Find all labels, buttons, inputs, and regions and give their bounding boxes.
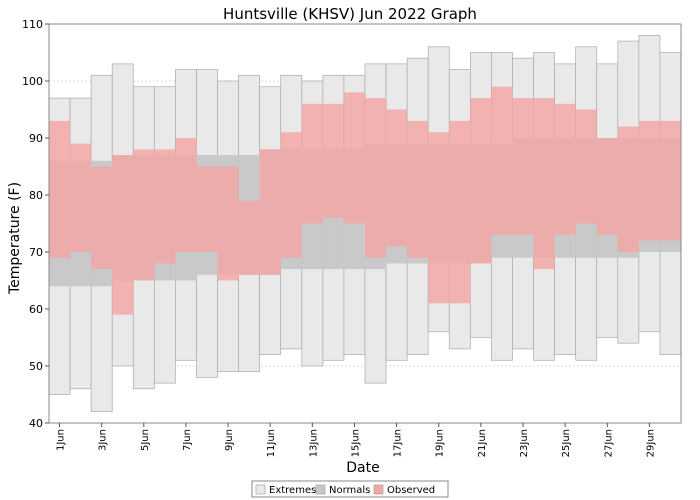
observed-bar (322, 103, 344, 218)
x-axis-label: Date (346, 460, 379, 476)
x-tick-label: 1Jun (56, 429, 67, 451)
chart-title: Huntsville (KHSV) Jun 2022 Graph (223, 5, 477, 23)
observed-bar (238, 200, 260, 275)
x-tick-label: 25Jun (561, 429, 572, 457)
y-tick-label: 90 (29, 132, 43, 145)
observed-bar (133, 149, 155, 281)
observed-bar (259, 149, 281, 275)
x-tick-label: 27Jun (603, 429, 614, 457)
x-tick-label: 13Jun (308, 429, 319, 457)
observed-bar (49, 120, 71, 258)
x-tick-label: 11Jun (266, 429, 277, 457)
observed-bar (533, 98, 555, 270)
observed-bar (638, 120, 660, 241)
y-tick-label: 110 (22, 18, 43, 31)
y-tick-label: 40 (29, 417, 43, 430)
observed-bar (617, 126, 639, 252)
observed-bar (365, 98, 387, 258)
y-tick-label: 60 (29, 303, 43, 316)
observed-bar (596, 138, 618, 235)
observed-series (49, 86, 681, 315)
observed-bar (428, 132, 450, 304)
legend: Extremes Normals Observed (251, 480, 449, 498)
observed-bar (554, 103, 576, 235)
x-tick-label: 9Jun (224, 429, 235, 451)
legend-swatch (373, 484, 384, 495)
observed-bar (449, 120, 471, 304)
axes (48, 23, 682, 424)
observed-bar (659, 120, 681, 241)
observed-bar (70, 143, 92, 252)
observed-bar (512, 98, 534, 235)
observed-bar (386, 109, 408, 247)
x-tick-label: 21Jun (477, 429, 488, 457)
x-tick-label: 17Jun (393, 429, 404, 457)
x-tick-label: 29Jun (645, 429, 656, 457)
x-tick-label: 5Jun (140, 429, 151, 451)
y-axis-ticks: 40 50 60 70 80 90 100 110 (22, 18, 49, 430)
x-tick-label: 19Jun (435, 429, 446, 457)
observed-bar (280, 132, 302, 258)
observed-bar (301, 103, 323, 224)
x-tick-label: 3Jun (98, 429, 109, 451)
y-tick-label: 80 (29, 189, 43, 202)
legend-label: Extremes (269, 485, 316, 496)
legend-box (251, 480, 449, 498)
observed-bar (343, 92, 365, 224)
legend-swatch (315, 484, 326, 495)
observed-bar (91, 166, 113, 270)
plot-frame (48, 23, 682, 424)
x-axis-ticks: 1Jun 3Jun 5Jun 7Jun 9Jun 11Jun 13Jun 15Jun 17Jun… (56, 423, 656, 457)
legend-label: Normals (329, 485, 370, 496)
observed-bar (196, 166, 218, 252)
observed-bar (112, 155, 134, 315)
observed-bar (175, 138, 197, 252)
observed-bar (407, 120, 429, 258)
observed-bar (491, 86, 513, 235)
observed-bar (154, 149, 176, 264)
x-tick-label: 23Jun (519, 429, 530, 457)
x-tick-label: 15Jun (350, 429, 361, 457)
y-tick-label: 50 (29, 360, 43, 373)
observed-bar (470, 98, 492, 264)
y-tick-label: 100 (22, 75, 43, 88)
legend-swatch (255, 484, 266, 495)
x-tick-label: 7Jun (182, 429, 193, 451)
legend-label: Observed (387, 485, 435, 496)
observed-bar (575, 109, 597, 224)
y-axis-label: Temperature (F) (7, 182, 23, 295)
observed-bar (217, 166, 239, 281)
y-tick-label: 70 (29, 246, 43, 259)
